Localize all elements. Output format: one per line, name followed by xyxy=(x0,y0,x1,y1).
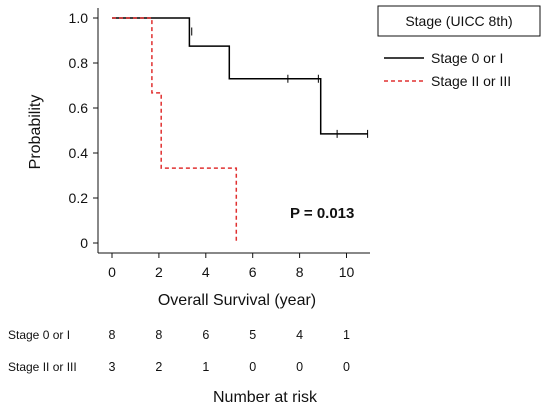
risk-value: 6 xyxy=(202,328,209,342)
series-line-stage-2-or-3 xyxy=(112,17,238,243)
y-tick-label: 1.0 xyxy=(69,10,89,26)
y-axis-title: Probability xyxy=(27,95,44,170)
risk-value: 8 xyxy=(109,328,116,342)
risk-value: 0 xyxy=(343,360,350,374)
x-tick-label: 0 xyxy=(108,264,116,280)
x-ticks: 0 2 4 6 8 10 xyxy=(108,253,354,280)
risk-row-label-stage-0-or-1: Stage 0 or I xyxy=(8,328,70,342)
y-tick-label: 0 xyxy=(80,235,88,251)
legend-title-box xyxy=(377,5,541,37)
y-ticks: 0 0.2 0.4 0.6 0.8 1.0 xyxy=(69,10,98,251)
risk-value: 5 xyxy=(249,328,256,342)
risk-value: 0 xyxy=(249,360,256,374)
risk-table-title: Number at risk xyxy=(213,389,318,406)
y-tick-label: 0.4 xyxy=(69,145,89,161)
risk-value: 0 xyxy=(296,360,303,374)
risk-value: 1 xyxy=(343,328,350,342)
risk-value: 2 xyxy=(155,360,162,374)
risk-table: Stage 0 or I Stage II or III 8 8 6 5 4 1 3 2 1 0 0… xyxy=(8,328,350,406)
risk-value: 4 xyxy=(296,328,303,342)
series-line-stage-0-or-1 xyxy=(112,17,368,135)
legend-label-stage-2-or-3: Stage II or III xyxy=(431,73,511,89)
risk-row-label-stage-2-or-3: Stage II or III xyxy=(8,360,77,374)
x-tick-label: 8 xyxy=(296,264,304,280)
risk-value: 3 xyxy=(109,360,116,374)
legend-title: Stage (UICC 8th) xyxy=(405,13,512,29)
legend-label-stage-0-or-1: Stage 0 or I xyxy=(431,50,503,66)
x-tick-label: 6 xyxy=(249,264,257,280)
series-layer xyxy=(112,17,369,243)
x-tick-label: 10 xyxy=(339,264,355,280)
y-tick-label: 0.6 xyxy=(69,100,89,116)
y-tick-label: 0.8 xyxy=(69,55,89,71)
legend: Stage (UICC 8th) Stage 0 or I Stage II o… xyxy=(377,5,541,89)
y-tick-label: 0.2 xyxy=(69,190,89,206)
risk-value: 1 xyxy=(202,360,209,374)
x-tick-label: 4 xyxy=(202,264,210,280)
risk-values: 8 8 6 5 4 1 3 2 1 0 0 0 xyxy=(109,328,351,374)
x-tick-label: 2 xyxy=(155,264,163,280)
p-value-annotation: P = 0.013 xyxy=(290,205,354,222)
risk-value: 8 xyxy=(155,328,162,342)
x-axis-title: Overall Survival (year) xyxy=(158,292,316,309)
